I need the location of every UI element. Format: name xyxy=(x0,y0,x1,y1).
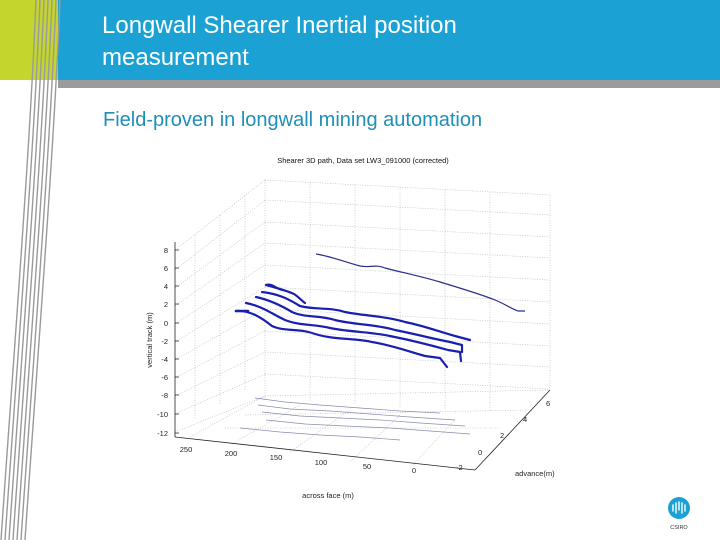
svg-text:-4: -4 xyxy=(161,355,168,364)
x-axis-ticks: 250 200 150 100 50 0 xyxy=(180,445,416,475)
shearer-path-series xyxy=(234,283,472,369)
svg-text:2: 2 xyxy=(500,431,504,440)
svg-text:6: 6 xyxy=(164,264,168,273)
chart-title: Shearer 3D path, Data set LW3_091000 (co… xyxy=(277,156,449,165)
decorative-stripes-icon xyxy=(0,0,61,540)
upper-track-series xyxy=(315,253,525,312)
header-bar xyxy=(58,0,720,80)
y-axis-label: advance(m) xyxy=(515,469,555,478)
axes xyxy=(174,242,551,471)
slide-title: Longwall Shearer Inertial position measu… xyxy=(102,10,702,74)
grid-lines xyxy=(174,179,551,469)
svg-text:-8: -8 xyxy=(161,391,168,400)
svg-text:0: 0 xyxy=(412,466,416,475)
svg-text:200: 200 xyxy=(225,449,238,458)
svg-text:4: 4 xyxy=(523,415,527,424)
svg-text:250: 250 xyxy=(180,445,193,454)
z-axis-label: vertical track (m) xyxy=(145,312,154,368)
svg-text:100: 100 xyxy=(315,458,328,467)
y-axis-ticks: -2 0 2 4 6 xyxy=(456,399,550,472)
shearer-3d-path-chart: Shearer 3D path, Data set LW3_091000 (co… xyxy=(145,156,555,500)
title-line-2: measurement xyxy=(102,44,249,71)
header-divider xyxy=(58,80,720,88)
svg-text:2: 2 xyxy=(164,300,168,309)
z-axis-ticks: 8 6 4 2 0 -2 -4 -6 -8 -10 -12 xyxy=(157,246,168,438)
logo-text: CSIRO xyxy=(670,525,688,531)
svg-text:6: 6 xyxy=(546,399,550,408)
svg-text:0: 0 xyxy=(164,319,168,328)
x-axis-label: across face (m) xyxy=(302,491,354,500)
csiro-logo-icon: CSIRO xyxy=(668,497,690,531)
z-axis-tick-marks xyxy=(175,249,179,434)
svg-text:-2: -2 xyxy=(161,337,168,346)
svg-text:50: 50 xyxy=(363,462,371,471)
svg-text:4: 4 xyxy=(164,282,168,291)
svg-text:-2: -2 xyxy=(456,463,463,472)
svg-text:-6: -6 xyxy=(161,373,168,382)
svg-text:0: 0 xyxy=(478,448,482,457)
slide-subtitle: Field-proven in longwall mining automati… xyxy=(103,109,483,131)
svg-text:150: 150 xyxy=(270,453,283,462)
svg-text:-10: -10 xyxy=(157,410,168,419)
svg-text:8: 8 xyxy=(164,246,168,255)
svg-text:-12: -12 xyxy=(157,429,168,438)
floor-shadow-traces xyxy=(239,397,471,441)
title-line-1: Longwall Shearer Inertial position xyxy=(102,12,457,39)
